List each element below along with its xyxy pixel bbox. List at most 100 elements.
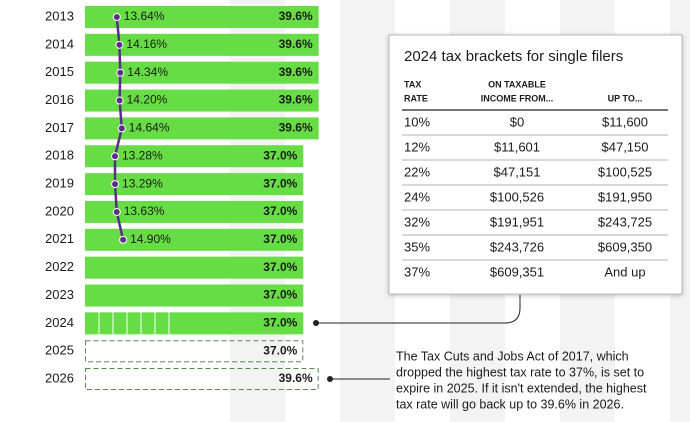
year-label: 2025 xyxy=(45,343,74,358)
annotation: The Tax Cuts and Jobs Act of 2017, which… xyxy=(396,349,647,411)
stripe xyxy=(340,0,395,422)
table-cell: 24% xyxy=(404,189,430,204)
year-label: 2013 xyxy=(45,8,74,23)
year-label: 2014 xyxy=(45,36,74,51)
value-label: 37.0% xyxy=(263,343,297,357)
point xyxy=(112,13,121,21)
connector-dot xyxy=(327,376,333,382)
value-label: 39.6% xyxy=(279,371,313,385)
bracket-table: 2024 tax brackets for single filers TAX R… xyxy=(402,48,668,279)
connector xyxy=(318,295,521,324)
connector-dot xyxy=(313,320,319,326)
bar xyxy=(85,256,304,279)
table-cell: $47,151 xyxy=(494,164,541,179)
table-cell: $191,951 xyxy=(490,214,544,229)
bar xyxy=(85,312,304,335)
year-label: 2026 xyxy=(45,370,74,385)
year-label: 2017 xyxy=(45,120,74,135)
value-label: 37.0% xyxy=(263,260,297,274)
point-label: 13.28% xyxy=(122,148,163,162)
table-cell: 10% xyxy=(404,114,430,129)
bar xyxy=(85,340,304,363)
annotation-line: dropped the highest tax rate to 37%, is … xyxy=(396,365,644,379)
point-label: 14.34% xyxy=(127,65,168,79)
year-label: 2021 xyxy=(45,231,74,246)
table-cell: $609,350 xyxy=(598,239,652,254)
table-cell: 22% xyxy=(404,164,430,179)
year-label: 2018 xyxy=(45,148,74,163)
bar xyxy=(85,6,319,28)
value-label: 39.6% xyxy=(279,9,313,23)
value-label: 37.0% xyxy=(263,204,297,218)
point xyxy=(115,96,124,105)
table-cell: $243,726 xyxy=(490,239,544,254)
point xyxy=(111,152,119,161)
table-header: INCOME FROM... xyxy=(481,93,554,103)
table-cell: $47,150 xyxy=(602,139,649,154)
point-label: 14.20% xyxy=(127,93,168,107)
year-label: 2022 xyxy=(45,259,74,274)
table-header: RATE xyxy=(404,93,428,103)
table-cell: $11,601 xyxy=(494,139,540,154)
annotation-line: The Tax Cuts and Jobs Act of 2017, which xyxy=(396,349,629,363)
bar xyxy=(85,368,319,391)
table-cell: $0 xyxy=(510,114,524,129)
table-cell: 12% xyxy=(404,139,430,154)
value-label: 39.6% xyxy=(279,65,313,79)
value-label: 39.6% xyxy=(279,121,313,135)
point-label: 14.90% xyxy=(130,232,171,246)
bar xyxy=(85,228,304,251)
table-cell: $243,725 xyxy=(598,214,652,229)
point-label: 14.16% xyxy=(126,37,167,51)
value-label: 37.0% xyxy=(263,148,297,162)
bar xyxy=(85,33,319,56)
table-cell: 32% xyxy=(404,214,430,229)
table-cell: $11,600 xyxy=(602,114,648,129)
point xyxy=(115,40,124,49)
table-cell: 37% xyxy=(404,264,430,279)
value-label: 37.0% xyxy=(263,316,297,330)
point-label: 13.63% xyxy=(124,204,165,218)
year-label: 2023 xyxy=(45,287,74,302)
value-label: 39.6% xyxy=(279,93,313,107)
annotation-line: expire in 2025. If it isn't extended, th… xyxy=(396,381,647,395)
table-title: 2024 tax brackets for single filers xyxy=(404,48,623,65)
bar xyxy=(85,117,319,140)
table-cell: 35% xyxy=(404,239,430,254)
value-label: 37.0% xyxy=(263,288,297,302)
year-label: 2024 xyxy=(45,315,74,330)
table-header: UP TO... xyxy=(608,93,643,103)
point-label: 14.64% xyxy=(129,121,170,135)
annotation-line: tax rate will go back up to 39.6% in 202… xyxy=(396,397,624,411)
year-label: 2015 xyxy=(45,64,74,79)
year-label: 2016 xyxy=(45,92,74,107)
table-cell: $609,351 xyxy=(490,264,544,279)
table-box xyxy=(388,34,683,295)
table-cell: $191,950 xyxy=(598,189,652,204)
point xyxy=(119,235,128,244)
table-cell: $100,525 xyxy=(598,164,652,179)
bars: 2013 39.6% 2014 39.6% 2015 39.6% 2016 39.6% 2017… xyxy=(45,6,319,391)
table-cell: And up xyxy=(604,264,645,279)
point xyxy=(112,207,121,216)
bar xyxy=(85,145,304,168)
effective-rate-line: 13.64% 14.16% 14.34% 14.20% 14.64% 13.28% 13.2… xyxy=(111,9,171,246)
year-label: 2020 xyxy=(45,203,74,218)
value-label: 37.0% xyxy=(263,176,297,190)
point xyxy=(111,180,120,189)
table-header: ON TAXABLE xyxy=(488,79,546,89)
point xyxy=(117,124,126,133)
value-label: 39.6% xyxy=(279,37,313,51)
bar xyxy=(85,173,304,196)
bar xyxy=(85,284,304,307)
year-label: 2019 xyxy=(45,176,74,191)
value-label: 37.0% xyxy=(263,232,297,246)
point-label: 13.29% xyxy=(122,176,163,190)
table-header: TAX xyxy=(404,79,421,89)
table-cell: $100,526 xyxy=(490,189,544,204)
bar xyxy=(85,200,304,223)
point-label: 13.64% xyxy=(124,9,165,23)
point xyxy=(116,68,125,77)
bar xyxy=(85,89,319,112)
